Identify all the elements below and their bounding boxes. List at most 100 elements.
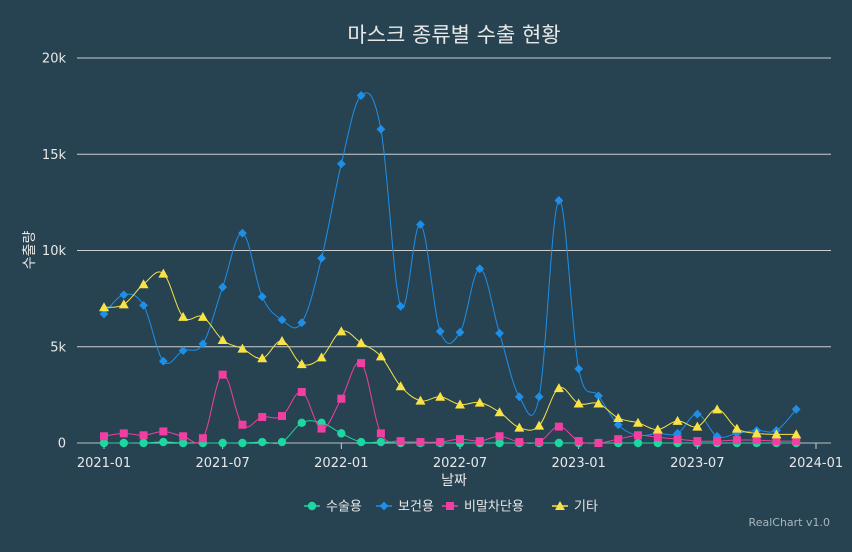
data-point[interactable] — [633, 417, 643, 427]
data-point[interactable] — [376, 429, 385, 438]
data-point[interactable] — [593, 398, 604, 408]
data-point[interactable] — [376, 437, 386, 447]
data-point[interactable] — [118, 299, 129, 309]
data-point[interactable] — [258, 413, 267, 422]
data-point[interactable] — [217, 335, 228, 345]
data-point[interactable] — [436, 438, 445, 447]
data-point[interactable] — [376, 124, 386, 134]
data-point[interactable] — [613, 412, 624, 422]
data-point[interactable] — [336, 326, 347, 336]
data-point[interactable] — [652, 424, 663, 434]
legend-marker[interactable] — [379, 501, 389, 511]
legend-item[interactable]: 비말차단용 — [442, 500, 524, 515]
data-point[interactable] — [99, 302, 109, 312]
data-point[interactable] — [218, 370, 227, 379]
data-point[interactable] — [672, 415, 683, 425]
data-point[interactable] — [554, 422, 563, 431]
data-point[interactable] — [456, 435, 464, 444]
data-point[interactable] — [554, 196, 564, 205]
data-point[interactable] — [732, 436, 741, 445]
data-point[interactable] — [337, 429, 346, 438]
data-point[interactable] — [673, 435, 682, 444]
data-point[interactable] — [692, 409, 702, 419]
data-point[interactable] — [178, 346, 188, 355]
data-point[interactable] — [218, 282, 228, 292]
data-point[interactable] — [356, 337, 367, 347]
data-point[interactable] — [198, 339, 208, 349]
data-point[interactable] — [395, 381, 406, 391]
data-point[interactable] — [415, 395, 426, 405]
data-point[interactable] — [375, 351, 386, 361]
data-point[interactable] — [257, 292, 267, 302]
data-point[interactable] — [237, 343, 248, 353]
data-point[interactable] — [178, 438, 188, 448]
data-point[interactable] — [435, 391, 446, 401]
legend-item[interactable]: 수술용 — [304, 500, 362, 515]
data-point[interactable] — [416, 220, 425, 229]
data-point[interactable] — [494, 407, 505, 417]
data-point[interactable] — [416, 438, 425, 447]
data-point[interactable] — [772, 437, 781, 446]
data-point[interactable] — [139, 300, 148, 310]
data-point[interactable] — [159, 427, 168, 436]
data-point[interactable] — [752, 436, 761, 445]
data-point[interactable] — [396, 437, 405, 446]
data-point[interactable] — [515, 438, 524, 447]
legend-marker[interactable] — [446, 502, 454, 510]
data-point[interactable] — [99, 309, 109, 319]
data-point[interactable] — [238, 420, 247, 429]
data-point[interactable] — [633, 438, 643, 448]
data-point[interactable] — [455, 399, 465, 409]
data-point[interactable] — [297, 318, 307, 328]
data-point[interactable] — [614, 435, 623, 444]
data-point[interactable] — [337, 394, 346, 403]
data-point[interactable] — [119, 429, 128, 438]
data-point[interactable] — [751, 428, 762, 438]
data-point[interactable] — [435, 326, 445, 336]
data-point[interactable] — [634, 431, 642, 440]
data-point[interactable] — [198, 434, 207, 443]
data-point[interactable] — [534, 392, 544, 402]
data-point[interactable] — [238, 228, 247, 238]
data-point[interactable] — [514, 392, 524, 402]
data-point[interactable] — [258, 437, 267, 447]
data-point[interactable] — [278, 412, 286, 421]
legend-item[interactable]: 기타 — [552, 500, 598, 515]
legend-marker[interactable] — [307, 501, 317, 511]
data-point[interactable] — [197, 311, 208, 321]
data-point[interactable] — [474, 397, 485, 407]
data-point[interactable] — [495, 438, 504, 448]
data-point[interactable] — [475, 437, 484, 446]
data-point[interactable] — [336, 159, 346, 169]
data-point[interactable] — [594, 391, 603, 401]
data-point[interactable] — [731, 423, 742, 433]
data-point[interactable] — [357, 359, 366, 368]
data-point[interactable] — [316, 352, 327, 362]
data-point[interactable] — [475, 264, 485, 274]
data-point[interactable] — [158, 268, 169, 278]
data-point[interactable] — [693, 437, 702, 446]
data-point[interactable] — [356, 437, 366, 447]
data-point[interactable] — [574, 364, 584, 374]
data-point[interactable] — [573, 398, 584, 408]
data-point[interactable] — [297, 387, 306, 396]
data-point[interactable] — [713, 437, 722, 446]
data-point[interactable] — [791, 429, 802, 439]
data-point[interactable] — [653, 433, 662, 442]
data-point[interactable] — [712, 404, 723, 414]
data-point[interactable] — [158, 356, 168, 366]
data-point[interactable] — [594, 439, 603, 447]
data-point[interactable] — [356, 91, 366, 100]
data-point[interactable] — [119, 438, 128, 448]
data-point[interactable] — [455, 327, 465, 337]
data-point[interactable] — [218, 438, 227, 448]
data-point[interactable] — [277, 335, 287, 345]
data-point[interactable] — [138, 279, 149, 289]
data-point[interactable] — [792, 437, 801, 446]
data-point[interactable] — [692, 421, 703, 431]
data-point[interactable] — [238, 438, 247, 448]
data-point[interactable] — [396, 301, 406, 311]
legend-marker[interactable] — [555, 501, 565, 510]
data-point[interactable] — [296, 359, 307, 369]
data-point[interactable] — [277, 437, 287, 447]
